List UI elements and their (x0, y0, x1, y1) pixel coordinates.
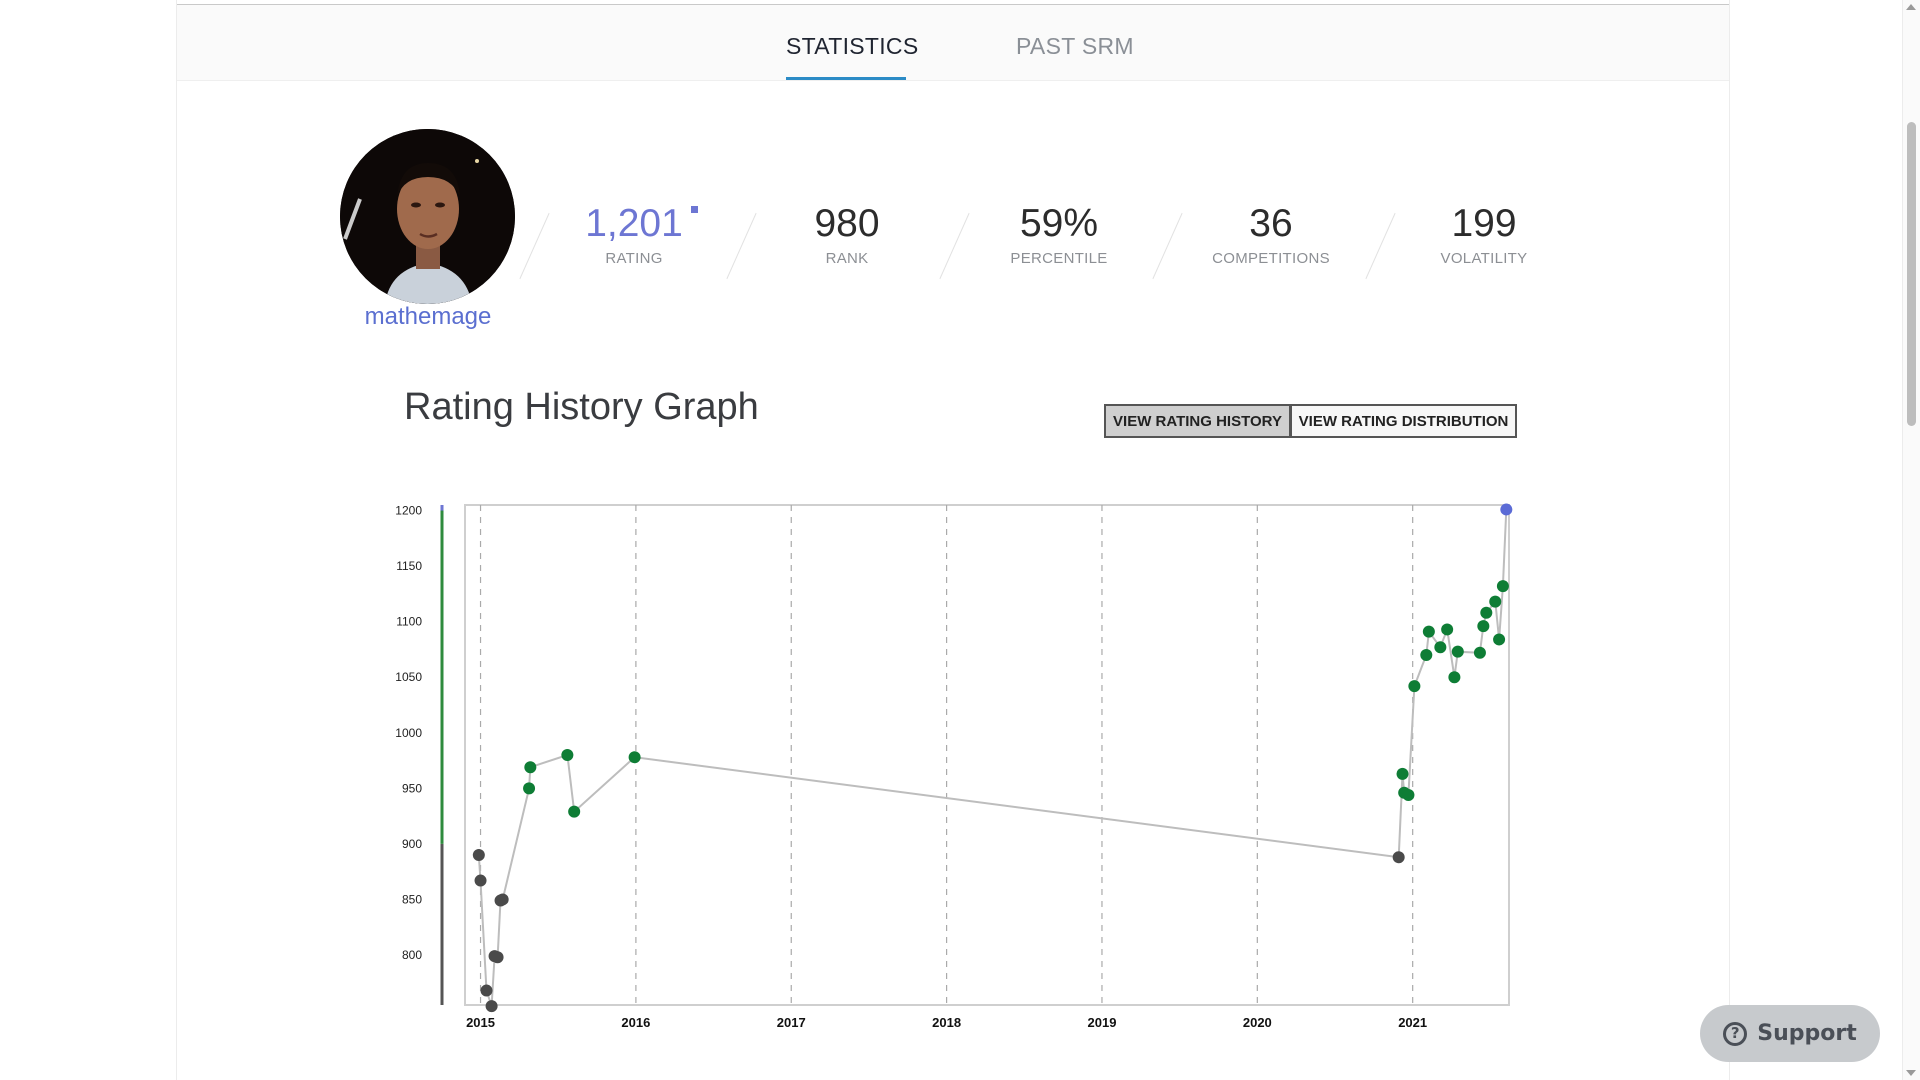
rating-point (1473, 646, 1486, 659)
rating-label: RATING (605, 250, 663, 267)
y-tick-label: 1100 (396, 615, 422, 629)
top-divider (177, 4, 1729, 5)
view-rating-history-button[interactable]: VIEW RATING HISTORY (1104, 404, 1291, 438)
x-tick-label: 2019 (1088, 1015, 1117, 1030)
rating-color-marker (691, 206, 698, 213)
rating-point (1396, 767, 1409, 780)
rating-point (628, 751, 641, 764)
rating-point (524, 761, 537, 774)
plot-frame (464, 504, 1510, 1006)
y-tick-label: 950 (402, 781, 422, 795)
percentile-value: 59% (1019, 202, 1099, 245)
x-tick-label: 2020 (1243, 1015, 1272, 1030)
rating-point (1408, 680, 1421, 693)
y-tick-label: 900 (402, 837, 422, 851)
rating-point (568, 805, 581, 818)
stat-rating: 1,201 RATING (534, 200, 734, 267)
support-label: Support (1757, 1021, 1857, 1046)
y-tick-label: 1050 (395, 670, 422, 684)
rating-point (561, 749, 574, 761)
scroll-thumb[interactable] (1907, 122, 1916, 426)
rank-label: RANK (825, 250, 869, 267)
volatility-label: VOLATILITY (1440, 250, 1528, 267)
tab-past-srm[interactable]: PAST SRM (1016, 33, 1134, 59)
rating-point (474, 874, 487, 887)
profile-container: STATISTICS PAST SRM mathemage 1,201 RATI… (176, 0, 1730, 1080)
page-scrollbar[interactable] (1902, 0, 1920, 1080)
competitions-label: COMPETITIONS (1212, 250, 1330, 267)
profile-handle[interactable]: mathemage (364, 303, 492, 330)
y-tick-label: 1000 (395, 726, 422, 740)
rating-point (472, 849, 485, 861)
stat-rank: 980 RANK (747, 200, 947, 267)
stat-volatility: 199 VOLATILITY (1384, 200, 1584, 267)
active-tab-indicator (786, 77, 906, 80)
rating-value: 1,201 (585, 202, 683, 245)
tab-statistics[interactable]: STATISTICS (786, 33, 919, 59)
y-tick-label: 850 (402, 892, 422, 906)
rating-point (523, 782, 536, 795)
rating-point (1402, 789, 1415, 801)
rating-point (496, 893, 509, 906)
y-tick-label: 1200 (395, 504, 422, 518)
x-tick-label: 2017 (777, 1015, 806, 1030)
percentile-label: PERCENTILE (1010, 250, 1108, 267)
avatar-photo (340, 129, 515, 304)
rating-point (1500, 503, 1513, 516)
rating-point (1496, 580, 1509, 593)
y-tick-label: 800 (402, 948, 422, 962)
question-icon: ? (1723, 1021, 1748, 1046)
rating-point (1493, 633, 1506, 646)
rating-point (485, 1000, 498, 1013)
rating-point (1477, 620, 1490, 633)
x-tick-label: 2016 (621, 1015, 650, 1030)
rating-point (480, 984, 493, 997)
support-button[interactable]: ? Support (1700, 1005, 1880, 1062)
y-tick-label: 1150 (396, 559, 422, 573)
rating-point (1441, 623, 1454, 636)
x-tick-label: 2021 (1398, 1015, 1427, 1030)
rank-value: 980 (814, 202, 880, 245)
rating-point (1448, 671, 1461, 684)
rating-point (1392, 851, 1405, 864)
x-tick-label: 2015 (466, 1015, 495, 1030)
rating-point (491, 951, 504, 964)
avatar[interactable] (340, 129, 515, 304)
stat-competitions: 36 COMPETITIONS (1171, 200, 1371, 267)
volatility-value: 199 (1451, 202, 1517, 245)
x-tick-label: 2018 (932, 1015, 961, 1030)
rating-point (1420, 649, 1433, 661)
rating-point (1480, 606, 1493, 619)
view-rating-distribution-button[interactable]: VIEW RATING DISTRIBUTION (1290, 404, 1517, 438)
rating-point (1489, 595, 1502, 608)
graph-title: Rating History Graph (404, 386, 759, 428)
competitions-value: 36 (1249, 202, 1293, 245)
tab-bar: STATISTICS PAST SRM (177, 5, 1729, 81)
rating-point (1422, 625, 1435, 638)
scroll-down-arrow[interactable] (1906, 1070, 1916, 1076)
rating-point (1451, 645, 1464, 658)
rating-point (1434, 641, 1447, 654)
stat-percentile: 59% PERCENTILE (959, 200, 1159, 267)
scroll-up-arrow[interactable] (1906, 4, 1916, 10)
